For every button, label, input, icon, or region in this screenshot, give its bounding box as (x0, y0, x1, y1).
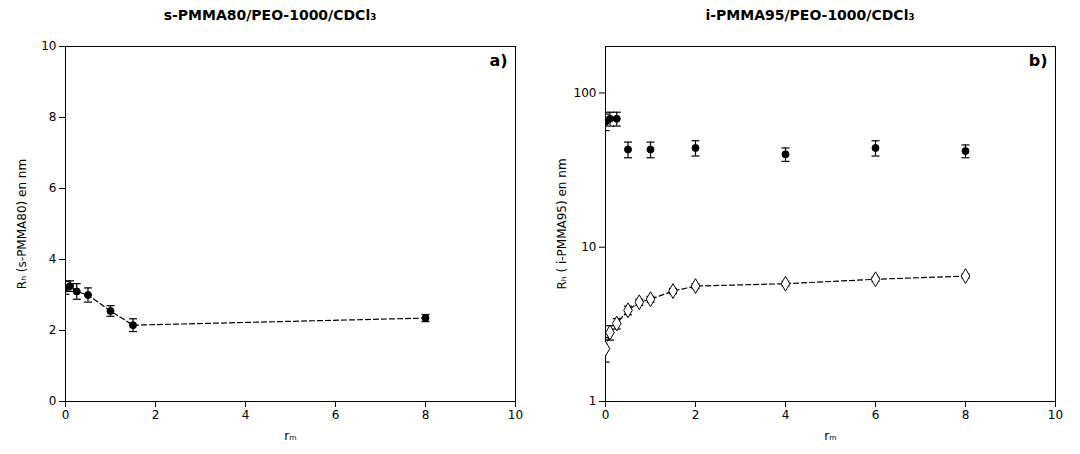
svg-text:2: 2 (692, 408, 700, 422)
svg-text:10: 10 (41, 39, 56, 53)
svg-text:100: 100 (574, 86, 597, 100)
svg-text:6: 6 (49, 181, 57, 195)
svg-text:0: 0 (602, 408, 610, 422)
svg-text:2: 2 (49, 323, 57, 337)
svg-text:4: 4 (782, 408, 790, 422)
svg-text:10: 10 (1048, 408, 1063, 422)
svg-text:8: 8 (962, 408, 970, 422)
svg-text:6: 6 (872, 408, 880, 422)
svg-text:4: 4 (49, 252, 57, 266)
svg-text:Rₕ ( i-PMMA95) en nm: Rₕ ( i-PMMA95) en nm (555, 158, 569, 289)
svg-text:1: 1 (589, 394, 597, 408)
svg-text:2: 2 (152, 408, 160, 422)
svg-text:10: 10 (581, 240, 596, 254)
svg-text:a): a) (489, 51, 507, 70)
svg-text:b): b) (1029, 51, 1048, 70)
svg-text:10: 10 (508, 408, 523, 422)
svg-text:Rₕ (s-PMMA80) en nm: Rₕ (s-PMMA80) en nm (15, 159, 29, 289)
svg-text:8: 8 (49, 110, 57, 124)
svg-text:rₘ: rₘ (824, 429, 836, 443)
svg-text:4: 4 (242, 408, 250, 422)
html-text:s-PMMA80/PEO-1000/CDCl₃: s-PMMA80/PEO-1000/CDCl₃ (163, 7, 377, 23)
svg-text:8: 8 (422, 408, 430, 422)
svg-text:0: 0 (62, 408, 70, 422)
svg-text:6: 6 (332, 408, 340, 422)
html-text:i-PMMA95/PEO-1000/CDCl₃: i-PMMA95/PEO-1000/CDCl₃ (705, 7, 915, 23)
svg-text:rₘ: rₘ (284, 429, 296, 443)
svg-text:0: 0 (49, 394, 57, 408)
